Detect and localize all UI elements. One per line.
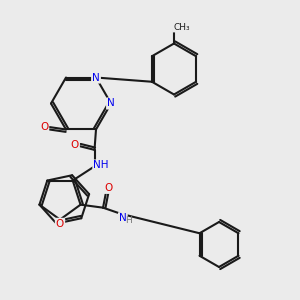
Text: H: H <box>125 216 132 225</box>
Text: N: N <box>92 73 100 82</box>
Text: O: O <box>70 140 79 150</box>
Text: CH₃: CH₃ <box>173 22 190 32</box>
Text: NH: NH <box>93 160 109 170</box>
Text: O: O <box>40 122 48 132</box>
Text: N: N <box>119 213 127 223</box>
Text: N: N <box>107 98 115 109</box>
Text: O: O <box>56 219 64 229</box>
Text: O: O <box>104 183 112 193</box>
